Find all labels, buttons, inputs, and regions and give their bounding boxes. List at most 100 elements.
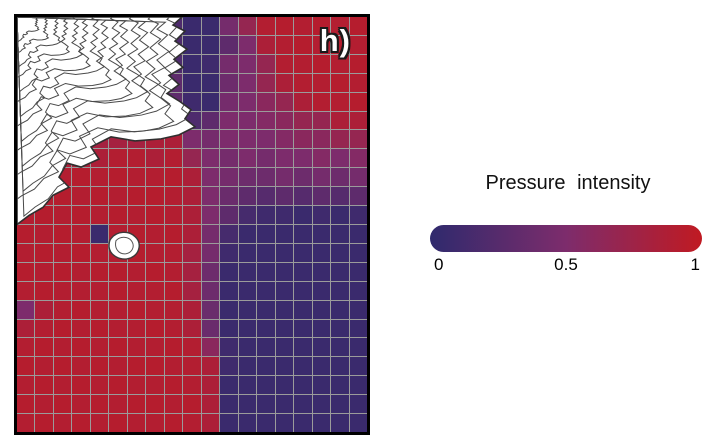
heatmap-cell xyxy=(183,206,201,224)
heatmap-cell xyxy=(17,243,35,262)
heatmap-cell xyxy=(127,92,146,111)
heatmap-cell xyxy=(35,187,53,206)
heatmap-cell xyxy=(201,35,220,54)
heatmap-cell xyxy=(349,376,367,395)
heatmap-cell xyxy=(35,395,53,414)
heatmap-cell xyxy=(183,35,201,54)
heatmap-cell xyxy=(72,281,90,300)
heatmap-cell xyxy=(331,243,349,262)
heatmap-cell xyxy=(146,54,164,73)
heatmap-cell xyxy=(183,243,201,262)
heatmap-cell xyxy=(257,338,275,357)
heatmap-cell xyxy=(164,395,183,414)
heatmap-cell xyxy=(53,17,72,35)
heatmap-cell xyxy=(72,206,90,224)
heatmap-cell xyxy=(257,319,275,338)
heatmap-cell xyxy=(146,17,164,35)
heatmap-cell xyxy=(257,187,275,206)
heatmap-cell xyxy=(35,92,53,111)
heatmap-cell xyxy=(275,224,294,243)
heatmap-cell xyxy=(53,73,72,92)
heatmap-cell xyxy=(72,168,90,187)
heatmap-cell xyxy=(183,92,201,111)
heatmap-cell xyxy=(53,243,72,262)
heatmap-cell xyxy=(164,130,183,149)
heatmap-cell xyxy=(127,206,146,224)
heatmap-cell xyxy=(349,17,367,35)
heatmap-cell xyxy=(53,54,72,73)
heatmap-cell xyxy=(183,262,201,281)
heatmap-cell xyxy=(72,92,90,111)
heatmap-cell xyxy=(17,319,35,338)
heatmap-cell xyxy=(53,262,72,281)
heatmap-cell xyxy=(331,73,349,92)
heatmap-cell xyxy=(349,111,367,130)
heatmap-cell xyxy=(35,224,53,243)
heatmap-cell xyxy=(275,111,294,130)
heatmap-cell xyxy=(146,92,164,111)
heatmap-cell xyxy=(35,319,53,338)
heatmap-cell xyxy=(35,111,53,130)
heatmap-cell xyxy=(146,111,164,130)
heatmap-cell xyxy=(35,206,53,224)
heatmap-cell xyxy=(220,130,238,149)
heatmap-cell xyxy=(257,395,275,414)
heatmap-cell xyxy=(294,187,312,206)
heatmap-cell xyxy=(17,187,35,206)
heatmap-cell xyxy=(349,130,367,149)
heatmap-cell xyxy=(201,300,220,319)
heatmap-cell xyxy=(90,35,109,54)
heatmap-cell xyxy=(294,262,312,281)
heatmap-cell xyxy=(220,224,238,243)
heatmap-cell xyxy=(220,206,238,224)
heatmap-cell xyxy=(53,206,72,224)
heatmap-cell xyxy=(17,111,35,130)
heatmap-cell xyxy=(201,187,220,206)
heatmap-cell xyxy=(275,149,294,168)
heatmap-cell xyxy=(312,224,331,243)
heatmap-cell xyxy=(183,149,201,168)
panel-label: h) xyxy=(319,23,351,58)
heatmap-cell xyxy=(275,319,294,338)
heatmap-cell xyxy=(90,319,109,338)
heatmap-cell xyxy=(183,54,201,73)
heatmap-cell xyxy=(183,319,201,338)
heatmap-grid xyxy=(17,17,367,432)
heatmap-cell xyxy=(109,395,127,414)
heatmap-cell xyxy=(146,281,164,300)
heatmap-cell xyxy=(17,376,35,395)
heatmap-cell xyxy=(17,35,35,54)
heatmap-cell xyxy=(257,262,275,281)
heatmap-cell xyxy=(164,262,183,281)
heatmap-cell xyxy=(294,243,312,262)
heatmap-cell xyxy=(275,206,294,224)
heatmap-cell xyxy=(257,35,275,54)
heatmap-cell xyxy=(109,111,127,130)
heatmap-cell xyxy=(220,17,238,35)
heatmap-cell xyxy=(183,168,201,187)
heatmap-cell xyxy=(35,262,53,281)
heatmap-cell xyxy=(53,319,72,338)
heatmap-cell xyxy=(164,224,183,243)
heatmap-cell xyxy=(238,281,257,300)
heatmap-cell xyxy=(90,130,109,149)
heatmap-cell xyxy=(201,168,220,187)
heatmap-cell xyxy=(275,17,294,35)
heatmap-cell xyxy=(220,54,238,73)
heatmap-cell xyxy=(109,17,127,35)
heatmap-cell xyxy=(164,54,183,73)
heatmap-cell xyxy=(146,376,164,395)
heatmap-cell xyxy=(183,17,201,35)
heatmap-cell xyxy=(349,73,367,92)
heatmap-cell xyxy=(257,281,275,300)
heatmap-cell xyxy=(275,262,294,281)
heatmap-cell xyxy=(90,395,109,414)
heatmap-cell xyxy=(275,54,294,73)
heatmap-cell xyxy=(294,206,312,224)
heatmap-cell xyxy=(127,357,146,376)
heatmap-cell xyxy=(201,17,220,35)
heatmap-cell xyxy=(331,92,349,111)
heatmap-cell xyxy=(238,319,257,338)
heatmap-cell xyxy=(331,262,349,281)
heatmap-cell xyxy=(90,92,109,111)
